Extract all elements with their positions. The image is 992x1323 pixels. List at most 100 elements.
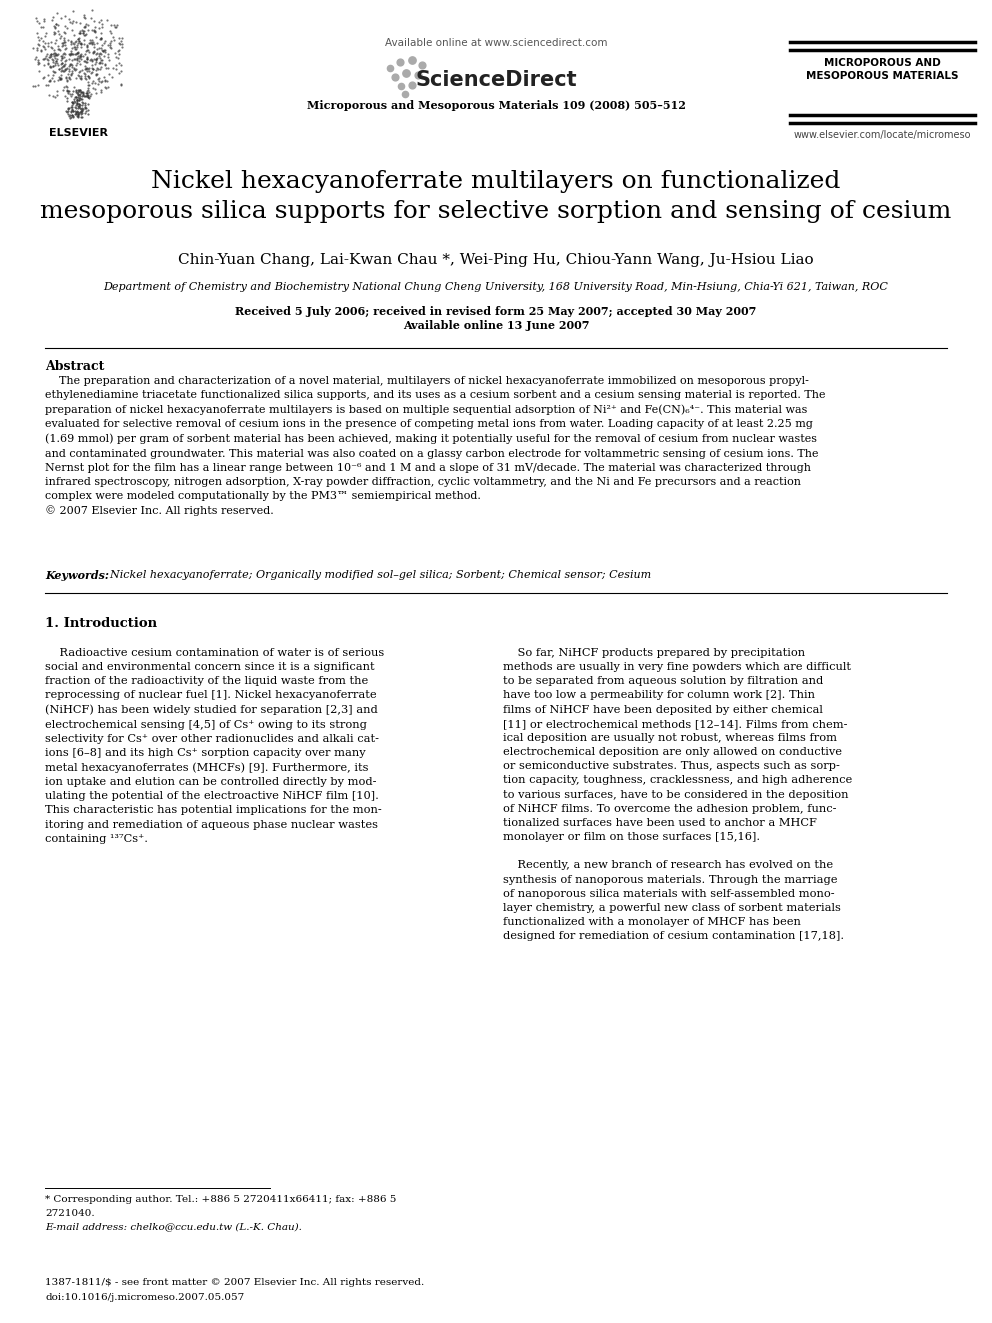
Point	[79, 87, 95, 108]
Point	[67, 86, 83, 107]
Point	[62, 105, 77, 126]
Text: 1387-1811/$ - see front matter © 2007 Elsevier Inc. All rights reserved.: 1387-1811/$ - see front matter © 2007 El…	[45, 1278, 425, 1287]
Point	[70, 65, 86, 86]
Point	[89, 38, 105, 60]
Point	[68, 89, 84, 110]
Point	[74, 106, 90, 127]
Point	[70, 95, 86, 116]
Point	[58, 60, 73, 81]
Point	[61, 64, 76, 85]
Point	[84, 0, 100, 21]
Point	[78, 34, 94, 56]
Point	[78, 24, 94, 45]
Point	[108, 46, 124, 67]
Point	[54, 58, 69, 79]
Point	[76, 29, 92, 50]
Point	[47, 42, 62, 64]
Point	[72, 20, 88, 41]
Point	[110, 41, 126, 62]
Point	[46, 60, 62, 81]
Point	[72, 61, 88, 82]
Point	[71, 94, 87, 115]
Point	[69, 49, 85, 70]
Point	[47, 86, 62, 107]
Point	[77, 65, 93, 86]
Point	[77, 93, 93, 114]
Text: 1. Introduction: 1. Introduction	[45, 617, 157, 630]
Point	[67, 86, 83, 107]
Point	[97, 54, 113, 75]
Point	[40, 64, 56, 85]
Point	[80, 79, 96, 101]
Point	[62, 66, 77, 87]
Point	[56, 34, 71, 56]
Point	[62, 44, 77, 65]
Point	[70, 50, 86, 71]
Point	[54, 45, 69, 66]
Point	[43, 57, 59, 78]
Point	[89, 64, 105, 85]
Point	[69, 93, 85, 114]
Point	[68, 30, 84, 52]
Point	[62, 12, 77, 33]
Point	[63, 105, 79, 126]
Point	[68, 49, 84, 70]
Point	[60, 103, 75, 124]
Point	[66, 32, 82, 53]
Point	[62, 105, 77, 126]
Point	[49, 50, 64, 71]
Point	[29, 37, 45, 58]
Point	[71, 79, 87, 101]
Point	[81, 33, 97, 54]
Point	[57, 34, 72, 56]
Point	[68, 54, 84, 75]
Point	[59, 75, 74, 97]
Point	[64, 44, 80, 65]
Point	[85, 41, 101, 62]
Point	[62, 107, 78, 128]
Point	[104, 67, 120, 89]
Point	[75, 21, 91, 42]
Point	[27, 49, 43, 70]
Point	[35, 36, 51, 57]
Point	[52, 66, 67, 87]
Point	[30, 52, 46, 73]
Point	[382, 57, 398, 78]
Point	[69, 93, 85, 114]
Point	[94, 49, 110, 70]
Point	[77, 97, 93, 118]
Point	[64, 91, 80, 112]
Point	[74, 98, 90, 119]
Point	[49, 85, 64, 106]
Point	[87, 65, 103, 86]
Point	[109, 15, 125, 36]
Point	[39, 49, 55, 70]
Point	[57, 21, 72, 42]
Point	[64, 93, 80, 114]
Point	[65, 89, 81, 110]
Point	[54, 45, 69, 66]
Point	[70, 106, 86, 127]
Point	[111, 44, 127, 65]
Point	[97, 70, 113, 91]
Point	[103, 22, 119, 44]
Point	[63, 33, 79, 54]
Point	[60, 79, 75, 101]
Point	[45, 56, 61, 77]
Point	[107, 16, 123, 37]
Point	[52, 38, 67, 60]
Point	[64, 94, 80, 115]
Point	[93, 22, 109, 44]
Point	[64, 50, 80, 71]
Point	[84, 61, 100, 82]
Point	[94, 70, 110, 91]
Point	[78, 85, 94, 106]
Point	[42, 57, 58, 78]
Point	[111, 64, 127, 85]
Point	[70, 85, 86, 106]
Point	[71, 97, 87, 118]
Point	[47, 54, 62, 75]
Point	[70, 103, 86, 124]
Point	[60, 57, 75, 78]
Point	[79, 52, 95, 73]
